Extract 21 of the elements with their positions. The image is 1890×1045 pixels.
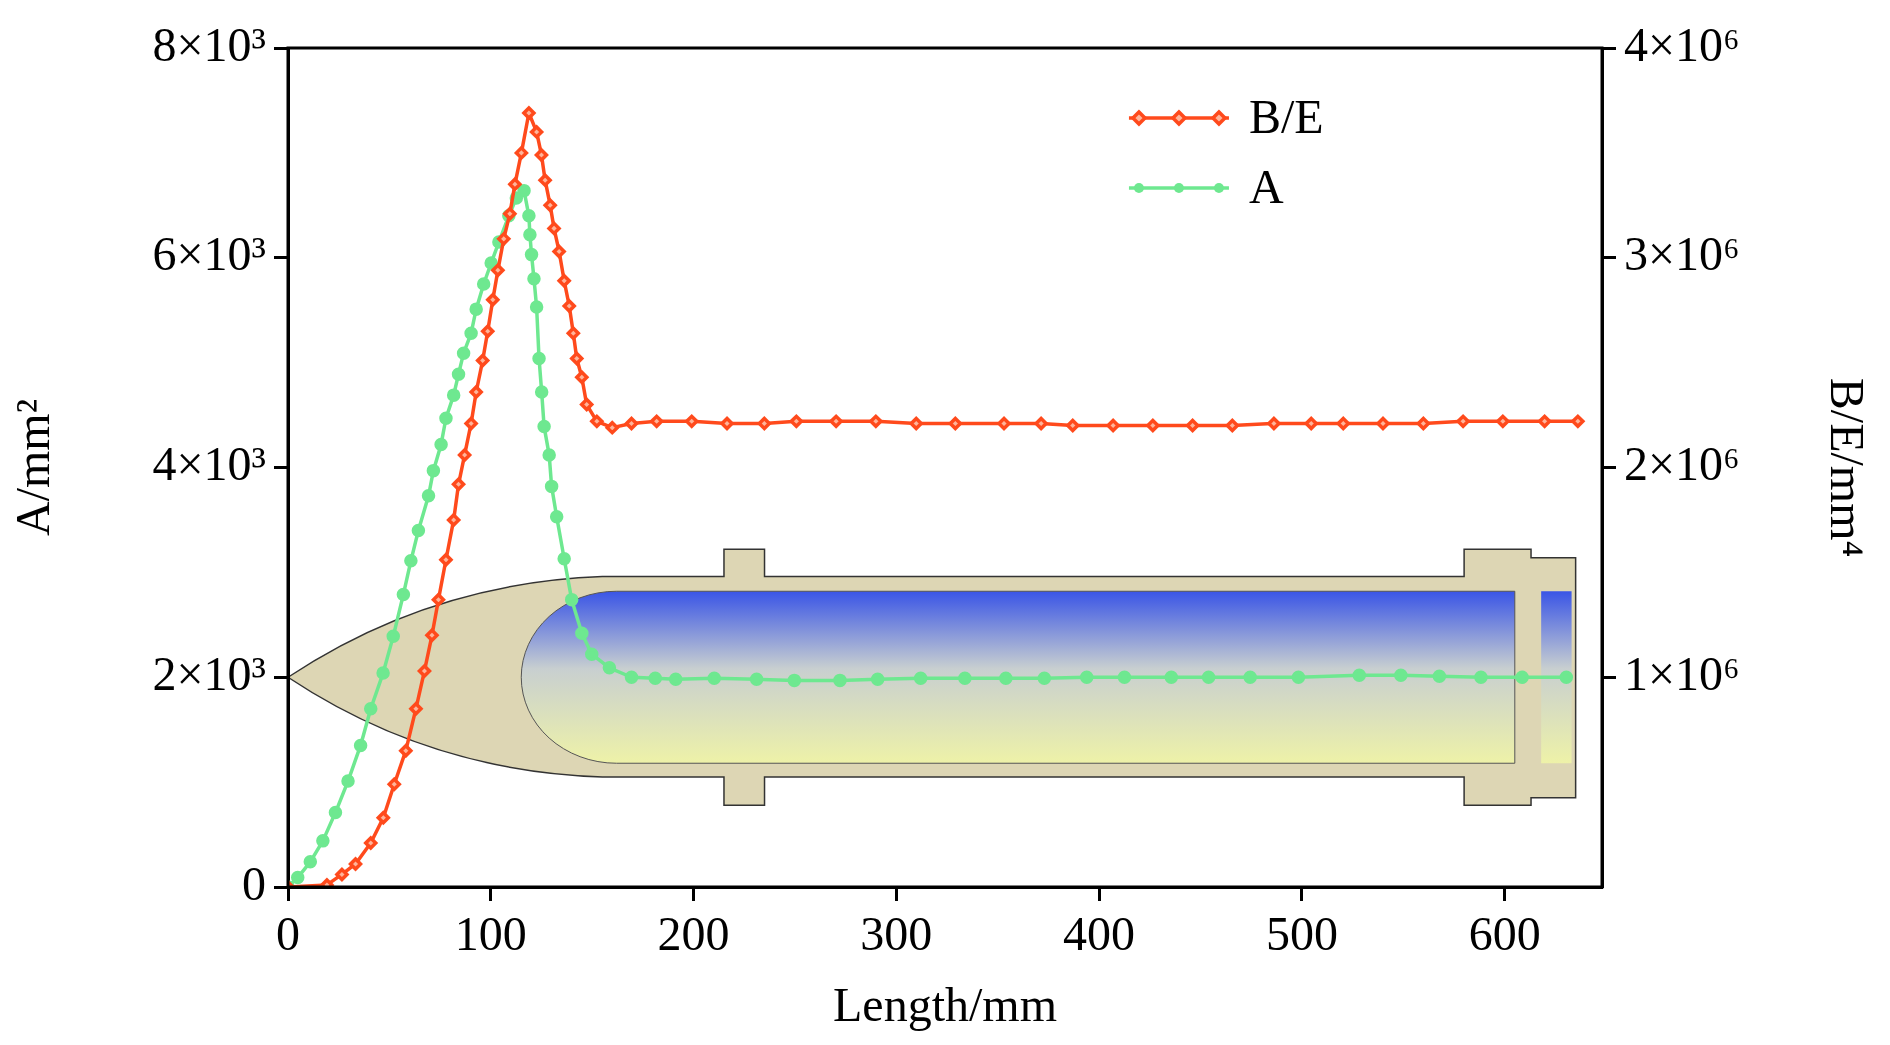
x-axis-title: Length/mm — [833, 977, 1057, 1031]
x-tick-label: 400 — [1063, 907, 1136, 961]
y-tick-label: 4×10³ — [152, 437, 266, 491]
y2-tick-label: 1×10⁶ — [1624, 646, 1740, 700]
x-tick-label: 200 — [657, 907, 730, 961]
y-axis-title: A/mm² — [6, 398, 60, 537]
y-tick-label: 6×10³ — [152, 227, 266, 281]
x-tick-label: 600 — [1468, 907, 1541, 961]
legend-label: B/E — [1248, 89, 1324, 143]
y2-tick-label: 3×10⁶ — [1624, 227, 1740, 281]
x-tick-label: 100 — [454, 907, 527, 961]
y2-axis-title: B/E/mm⁴ — [1820, 377, 1874, 558]
x-tick-label: 500 — [1265, 907, 1338, 961]
y-tick-label: 8×10³ — [152, 17, 266, 71]
y2-tick-label: 2×10⁶ — [1624, 437, 1740, 491]
legend-label: A — [1248, 159, 1284, 213]
y-tick-label: 0 — [242, 856, 266, 910]
y-tick-label: 2×10³ — [152, 646, 266, 700]
y2-tick-label: 4×10⁶ — [1624, 17, 1740, 71]
x-tick-label: 0 — [276, 907, 300, 961]
x-tick-label: 300 — [860, 907, 933, 961]
